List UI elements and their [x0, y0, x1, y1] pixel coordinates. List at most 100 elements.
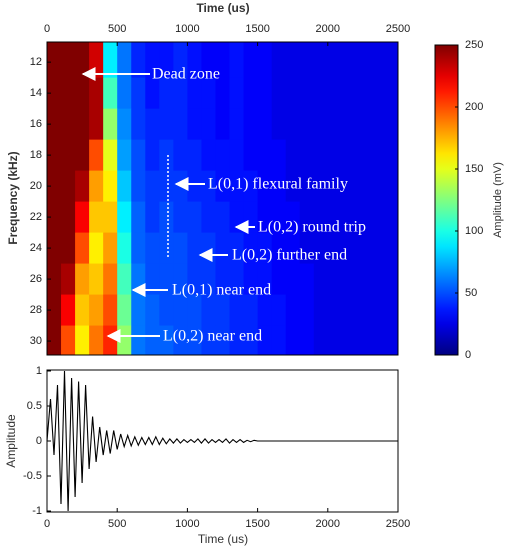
heat-cell — [103, 201, 118, 234]
heat-cell — [145, 294, 160, 327]
heat-cell — [299, 232, 315, 265]
heat-cell — [47, 77, 62, 110]
annotation: L(0,1) flexural family — [208, 176, 348, 193]
heat-cell — [215, 77, 231, 110]
heat-cell — [103, 77, 118, 110]
heat-cell — [61, 139, 76, 172]
heat-cell — [89, 170, 104, 203]
heat-cell — [117, 201, 132, 234]
heat-cell — [327, 201, 343, 234]
heat-cell — [271, 263, 287, 296]
colorbar-tick-label: 250 — [465, 39, 483, 51]
heat-cell — [271, 325, 287, 355]
heat-cell — [383, 325, 398, 355]
heat-cell — [299, 263, 315, 296]
heat-cell — [229, 232, 245, 265]
y-tick-label: 20 — [30, 180, 42, 192]
x-tick-label: 1500 — [245, 23, 269, 35]
heat-cell — [341, 77, 357, 110]
heat-cell — [61, 42, 76, 79]
heat-cell — [131, 139, 146, 172]
heat-cell — [229, 294, 245, 327]
heat-cell — [131, 201, 146, 234]
heat-cell — [285, 232, 301, 265]
heat-cell — [201, 77, 216, 110]
heat-cell — [313, 201, 329, 234]
x-tick-label: 2000 — [316, 23, 340, 35]
heatmap — [47, 42, 398, 355]
heat-cell — [229, 201, 245, 234]
heat-cell — [47, 263, 62, 296]
heat-cell — [271, 42, 287, 79]
heat-cell — [299, 170, 315, 203]
heat-cell — [215, 325, 231, 355]
heat-cell — [173, 139, 188, 172]
heat-cell — [145, 232, 160, 265]
heat-cell — [89, 263, 104, 296]
heat-cell — [271, 294, 287, 327]
heat-cell — [257, 201, 273, 234]
heat-cell — [47, 139, 62, 172]
heat-cell — [215, 232, 231, 265]
heat-cell — [201, 232, 216, 265]
heat-cell — [229, 325, 245, 355]
heat-cell — [201, 325, 216, 355]
y-tick-label: 22 — [30, 211, 42, 223]
heat-cell — [327, 325, 343, 355]
heat-cell — [341, 170, 357, 203]
heat-cell — [257, 170, 273, 203]
heat-cell — [285, 42, 301, 79]
heat-cell — [75, 232, 90, 265]
heat-cell — [173, 294, 188, 327]
heat-cell — [243, 139, 259, 172]
heat-cell — [327, 42, 343, 79]
heat-cell — [383, 139, 398, 172]
heat-cell — [117, 42, 132, 79]
heat-cell — [89, 325, 104, 355]
heat-cell — [117, 294, 132, 327]
colorbar-label: Amplitude (mV) — [492, 162, 504, 238]
heat-cell — [215, 263, 231, 296]
heat-cell — [229, 42, 245, 79]
heat-cell — [159, 201, 174, 234]
annotation: L(0,2) round trip — [258, 219, 366, 236]
heat-cell — [61, 263, 76, 296]
heat-cell — [327, 294, 343, 327]
heat-cell — [383, 42, 398, 79]
heat-cell — [355, 170, 371, 203]
heat-cell — [383, 232, 398, 265]
heat-cell — [327, 77, 343, 110]
heat-cell — [145, 201, 160, 234]
heat-cell — [355, 42, 371, 79]
heat-cell — [341, 294, 357, 327]
heat-cell — [299, 325, 315, 355]
heat-cell — [243, 108, 259, 141]
heat-cell — [159, 232, 174, 265]
heat-cell — [131, 42, 146, 79]
heat-cell — [355, 108, 371, 141]
heat-cell — [299, 42, 315, 79]
heat-cell — [313, 170, 329, 203]
heat-cell — [313, 294, 329, 327]
heat-cell — [285, 263, 301, 296]
heat-cell — [383, 170, 398, 203]
heat-cell — [159, 108, 174, 141]
heat-cell — [201, 42, 216, 79]
heat-cell — [243, 201, 259, 234]
heat-cell — [89, 77, 104, 110]
heat-cell — [313, 263, 329, 296]
heat-cell — [313, 325, 329, 355]
heat-cell — [47, 108, 62, 141]
x-axis-label: Time (us) — [196, 1, 249, 15]
heat-cell — [131, 232, 146, 265]
y-tick-label: 30 — [30, 335, 42, 347]
colorbar-tick-label: 50 — [465, 287, 477, 299]
x-tick-label: 1500 — [245, 518, 269, 530]
heat-cell — [271, 108, 287, 141]
x-tick-label: 0 — [44, 518, 50, 530]
heat-cell — [271, 201, 287, 234]
heat-cell — [145, 42, 160, 79]
heat-cell — [369, 263, 385, 296]
heat-cell — [145, 77, 160, 110]
heat-cell — [103, 42, 118, 79]
